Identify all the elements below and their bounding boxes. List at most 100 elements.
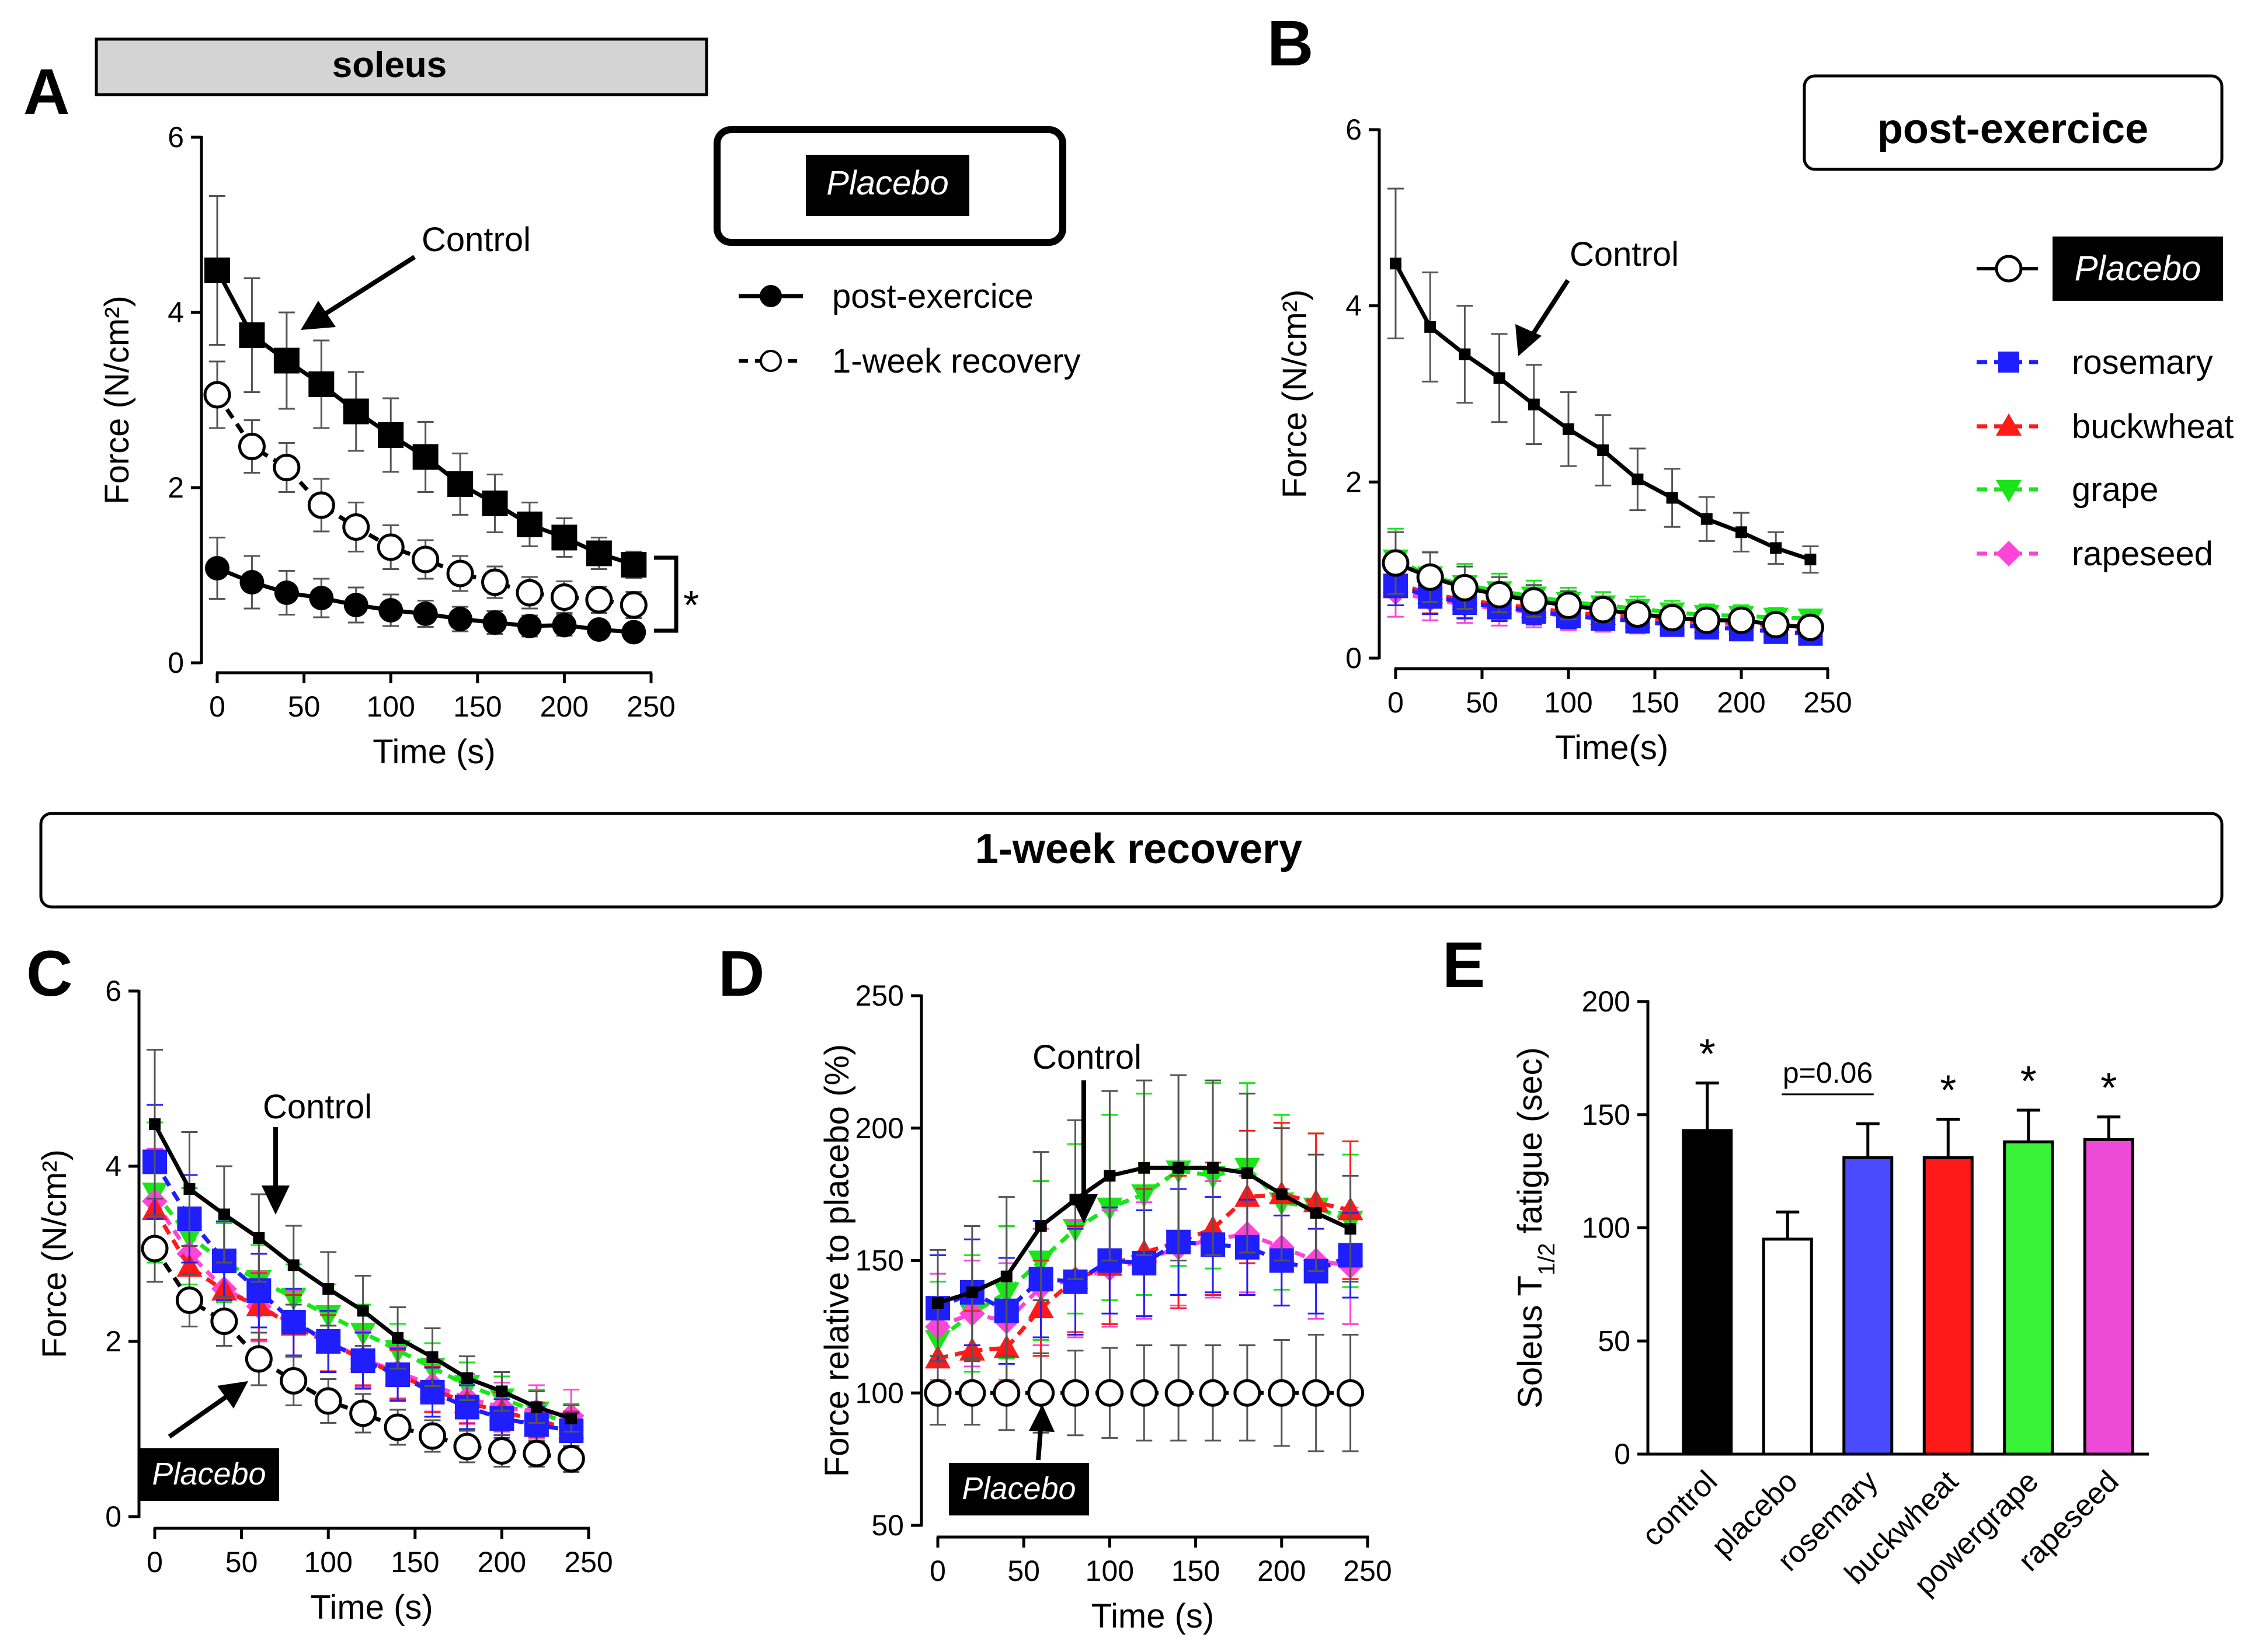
panel-c-y-tick-label: 4 [105, 1150, 121, 1183]
panel-b-control-point [1632, 473, 1644, 485]
panel-c-y-tick-label: 6 [105, 975, 121, 1007]
panel-c-placebo-point [488, 1437, 516, 1465]
panel-d-placebo-point [1233, 1379, 1261, 1407]
panel-b-control-label: Control [1570, 235, 1679, 273]
panel-a-1-week-recovery-point [550, 583, 578, 611]
panel-d-y-tick-label: 100 [855, 1376, 904, 1409]
panel-a-post-exercice-point [343, 593, 368, 617]
panel-c-placebo-point [384, 1413, 412, 1441]
panel-d-placebo-point [1027, 1379, 1055, 1407]
panel-d-series-placebo [924, 1333, 1365, 1452]
panel-d-x-tick-label: 0 [930, 1555, 946, 1587]
panel-c-control-point [530, 1401, 542, 1413]
panel-b-control-point [1597, 444, 1609, 457]
panel-a-control-point [378, 422, 404, 448]
post-exercise-header-box [1803, 74, 2224, 171]
panel-a-control-point [308, 371, 335, 397]
panel-d-x-tick-label: 250 [1343, 1555, 1392, 1587]
panel-e-y-tick-label: 200 [1582, 985, 1630, 1018]
panel-c-rosemary-point [281, 1310, 306, 1334]
panel-a-x-tick-label: 150 [453, 690, 502, 723]
soleus-header-box [95, 37, 708, 96]
panel-a-control-label: Control [422, 221, 531, 259]
panel-a-control-point [621, 552, 647, 578]
panel-c-placebo-point [523, 1440, 551, 1468]
panel-a-y-tick-label: 0 [168, 646, 184, 679]
panel-d-control-label: Control [1032, 1038, 1142, 1076]
panel-b-control-arrow [1515, 279, 1570, 356]
panel-c-placebo-point [419, 1422, 447, 1450]
panel-c-control-point [496, 1385, 508, 1397]
panel-label-b: B [1267, 8, 1313, 79]
panel-e-y-tick-label: 50 [1598, 1324, 1630, 1357]
panel-b-control-line [1393, 262, 1811, 562]
panel-a-legend-title-bg [806, 155, 969, 216]
panel-c-placebo-point [141, 1235, 169, 1263]
panel-a-1-week-recovery-point [342, 513, 370, 541]
panel-a-legend-item-post: post-exercice [739, 277, 1034, 315]
panel-d-placebo-point [1268, 1379, 1296, 1407]
panel-b-series-control [1387, 187, 1819, 574]
panel-b-y-tick-label: 0 [1345, 642, 1362, 675]
panel-d-control-point [1173, 1162, 1185, 1174]
panel-a-x-label: Time (s) [373, 733, 495, 771]
panel-d-placebo-point [1062, 1379, 1090, 1407]
panel-e-y-tick-label: 0 [1614, 1438, 1630, 1470]
panel-a-post-exercice-point [482, 610, 507, 635]
panel-a-control-point [204, 258, 230, 283]
panel-c-control-point [357, 1305, 369, 1317]
panel-b-placebo-point [1762, 611, 1790, 639]
panel-a-1-week-recovery-point [620, 591, 648, 619]
panel-d-y-label: Force relative to placebo (%) [818, 1044, 856, 1477]
panel-b-x-tick-label: 100 [1544, 686, 1592, 719]
panel-b-placebo-point [1416, 563, 1444, 591]
panel-b-control-point [1459, 348, 1471, 360]
panel-b-control-point [1424, 321, 1436, 333]
panel-c-y-tick-label: 2 [105, 1325, 121, 1358]
panel-c-y-label: Force (N/cm²) [36, 1149, 74, 1358]
panel-d-placebo-label: Placebo [962, 1471, 1076, 1506]
panel-c-chart: 0 2 4 6 0 50 100 150 200 250 Time (s) Force (N/cm²) [36, 975, 613, 1626]
panel-d-control-point [1138, 1162, 1150, 1174]
panel-b-placebo-point [1450, 573, 1479, 602]
panel-d-y-tick-label: 150 [855, 1244, 904, 1277]
panel-d-control-point [1241, 1167, 1253, 1179]
panel-a-significance-star: * [683, 582, 699, 628]
panel-a-post-exercice-point [205, 556, 229, 580]
panel-e-bar-group-rapeseed: * [2083, 1065, 2134, 1456]
panel-c-x-tick-label: 0 [147, 1546, 163, 1579]
panel-d-placebo-point [993, 1379, 1021, 1407]
panel-c-rosemary-point [316, 1329, 341, 1354]
panel-e-significance-buckwheat: * [1940, 1068, 1956, 1114]
panel-b-control-point [1390, 258, 1401, 270]
panel-a-1-week-recovery-point [481, 568, 509, 596]
panel-b-control-point [1493, 372, 1505, 384]
panel-c-buckwheat-point [176, 1253, 203, 1277]
panel-a-1-week-recovery-point [585, 586, 613, 614]
panel-b-placebo-point [1623, 600, 1651, 628]
panel-a-x-tick-label: 100 [366, 690, 415, 723]
panel-e-bar-control [1682, 1129, 1733, 1456]
panel-d-control-point [966, 1286, 978, 1298]
panel-a-post-exercice-point [239, 570, 265, 594]
panel-e-bar-rapeseed [2083, 1138, 2134, 1456]
panel-d-y-tick-label: 50 [871, 1509, 904, 1542]
panel-d-control-point [1104, 1170, 1116, 1182]
panel-c-control-point [253, 1232, 265, 1244]
panel-a-1-week-recovery-point [273, 454, 301, 481]
panel-c-x-tick-label: 200 [478, 1546, 526, 1579]
panel-a-control-point [482, 491, 508, 516]
panel-a-post-exercice-point [621, 620, 646, 645]
panel-a-post-exercice-point [517, 614, 542, 638]
panel-b-control-point [1770, 542, 1782, 554]
panel-c-placebo-point [210, 1308, 238, 1335]
panel-a-x-tick-label: 250 [627, 690, 675, 723]
panel-a-legend-label-post: post-exercice [832, 277, 1034, 315]
panel-b-y-label: Force (N/cm²) [1276, 290, 1314, 499]
panel-a-control-point [516, 512, 542, 537]
panel-d-x-tick-label: 100 [1086, 1555, 1134, 1587]
panel-a-control-point [412, 444, 439, 470]
panel-b-y-tick-label: 2 [1345, 465, 1362, 498]
panel-b-legend-item-placebo: Placebo [1977, 237, 2223, 301]
